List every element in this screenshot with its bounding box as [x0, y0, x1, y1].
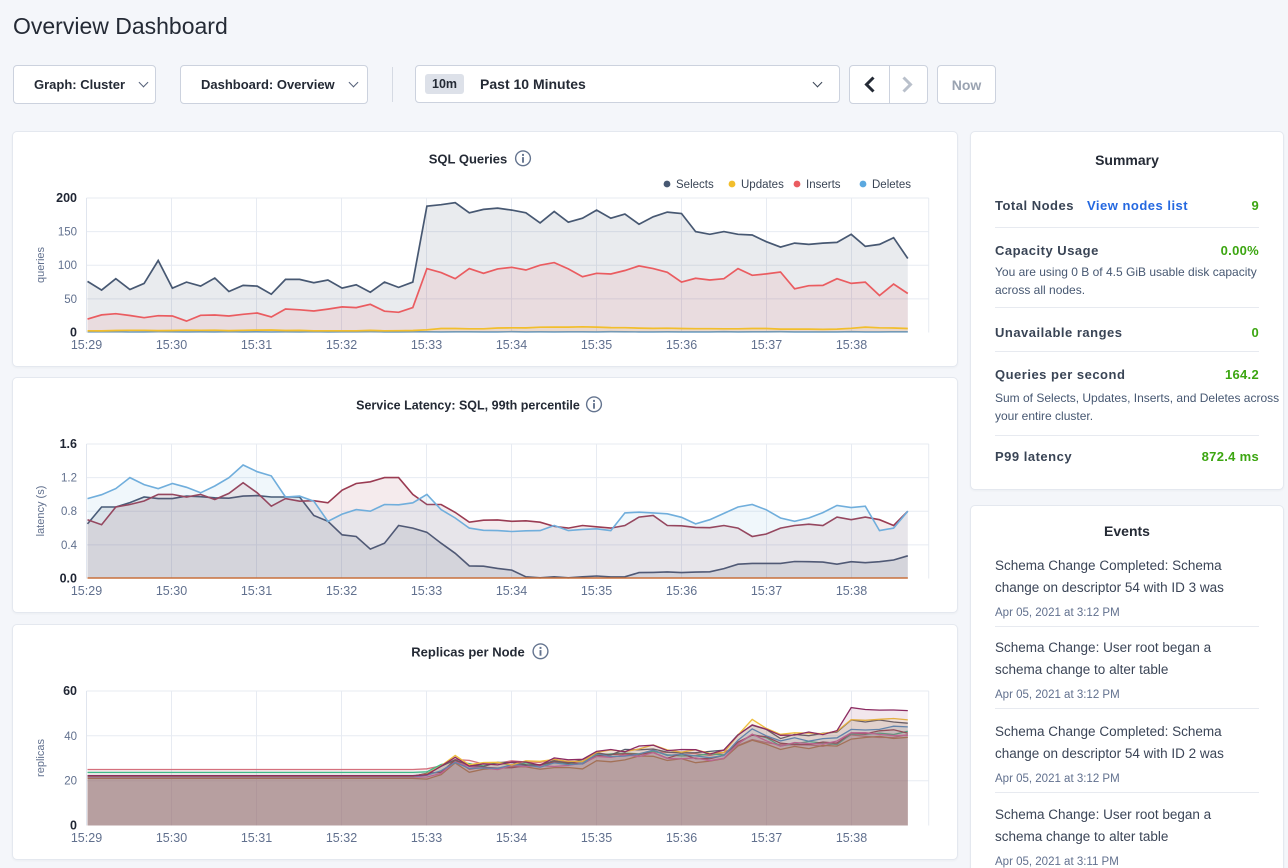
svg-text:15:32: 15:32 — [326, 584, 357, 598]
svg-text:15:37: 15:37 — [751, 584, 782, 598]
svg-text:15:29: 15:29 — [71, 584, 102, 598]
svg-text:40: 40 — [64, 730, 77, 742]
svg-text:0: 0 — [70, 326, 77, 340]
svg-text:15:38: 15:38 — [836, 338, 867, 352]
svg-text:15:35: 15:35 — [581, 338, 612, 352]
svg-text:queries: queries — [35, 246, 47, 283]
svg-text:Inserts: Inserts — [806, 179, 841, 191]
svg-text:200: 200 — [56, 191, 77, 205]
svg-text:15:31: 15:31 — [241, 831, 272, 845]
svg-text:15:33: 15:33 — [411, 338, 442, 352]
svg-text:15:33: 15:33 — [411, 584, 442, 598]
svg-text:Selects: Selects — [676, 179, 714, 191]
svg-text:latency (s): latency (s) — [35, 486, 47, 537]
svg-text:15:36: 15:36 — [666, 831, 697, 845]
svg-text:100: 100 — [58, 260, 77, 272]
svg-text:15:29: 15:29 — [71, 338, 102, 352]
svg-text:0: 0 — [70, 818, 77, 832]
svg-text:15:38: 15:38 — [836, 584, 867, 598]
svg-text:Replicas per Node: Replicas per Node — [411, 644, 524, 659]
svg-text:15:30: 15:30 — [156, 338, 187, 352]
svg-text:15:38: 15:38 — [836, 831, 867, 845]
svg-text:15:36: 15:36 — [666, 338, 697, 352]
svg-text:Updates: Updates — [741, 179, 784, 191]
svg-text:15:29: 15:29 — [71, 831, 102, 845]
svg-text:15:31: 15:31 — [241, 338, 272, 352]
svg-text:15:37: 15:37 — [751, 338, 782, 352]
svg-text:15:37: 15:37 — [751, 831, 782, 845]
svg-text:15:30: 15:30 — [156, 831, 187, 845]
svg-text:15:34: 15:34 — [496, 338, 527, 352]
svg-text:50: 50 — [64, 294, 77, 306]
svg-text:20: 20 — [64, 775, 77, 787]
svg-text:SQL Queries: SQL Queries — [429, 152, 508, 167]
svg-text:15:36: 15:36 — [666, 584, 697, 598]
svg-text:Deletes: Deletes — [872, 179, 911, 191]
svg-text:1.2: 1.2 — [61, 473, 77, 485]
svg-text:0.0: 0.0 — [60, 572, 77, 586]
svg-text:15:35: 15:35 — [581, 831, 612, 845]
svg-text:0.8: 0.8 — [61, 506, 77, 518]
svg-text:15:34: 15:34 — [496, 584, 527, 598]
svg-text:15:33: 15:33 — [411, 831, 442, 845]
svg-text:Service Latency: SQL, 99th per: Service Latency: SQL, 99th percentile — [356, 399, 580, 413]
svg-text:150: 150 — [58, 227, 77, 239]
svg-text:60: 60 — [63, 684, 77, 698]
svg-text:replicas: replicas — [35, 738, 47, 776]
svg-text:0.4: 0.4 — [61, 540, 78, 552]
svg-text:15:30: 15:30 — [156, 584, 187, 598]
svg-text:15:32: 15:32 — [326, 831, 357, 845]
svg-text:15:31: 15:31 — [241, 584, 272, 598]
svg-text:15:34: 15:34 — [496, 831, 527, 845]
svg-text:15:35: 15:35 — [581, 584, 612, 598]
svg-text:15:32: 15:32 — [326, 338, 357, 352]
svg-text:1.6: 1.6 — [60, 437, 77, 451]
